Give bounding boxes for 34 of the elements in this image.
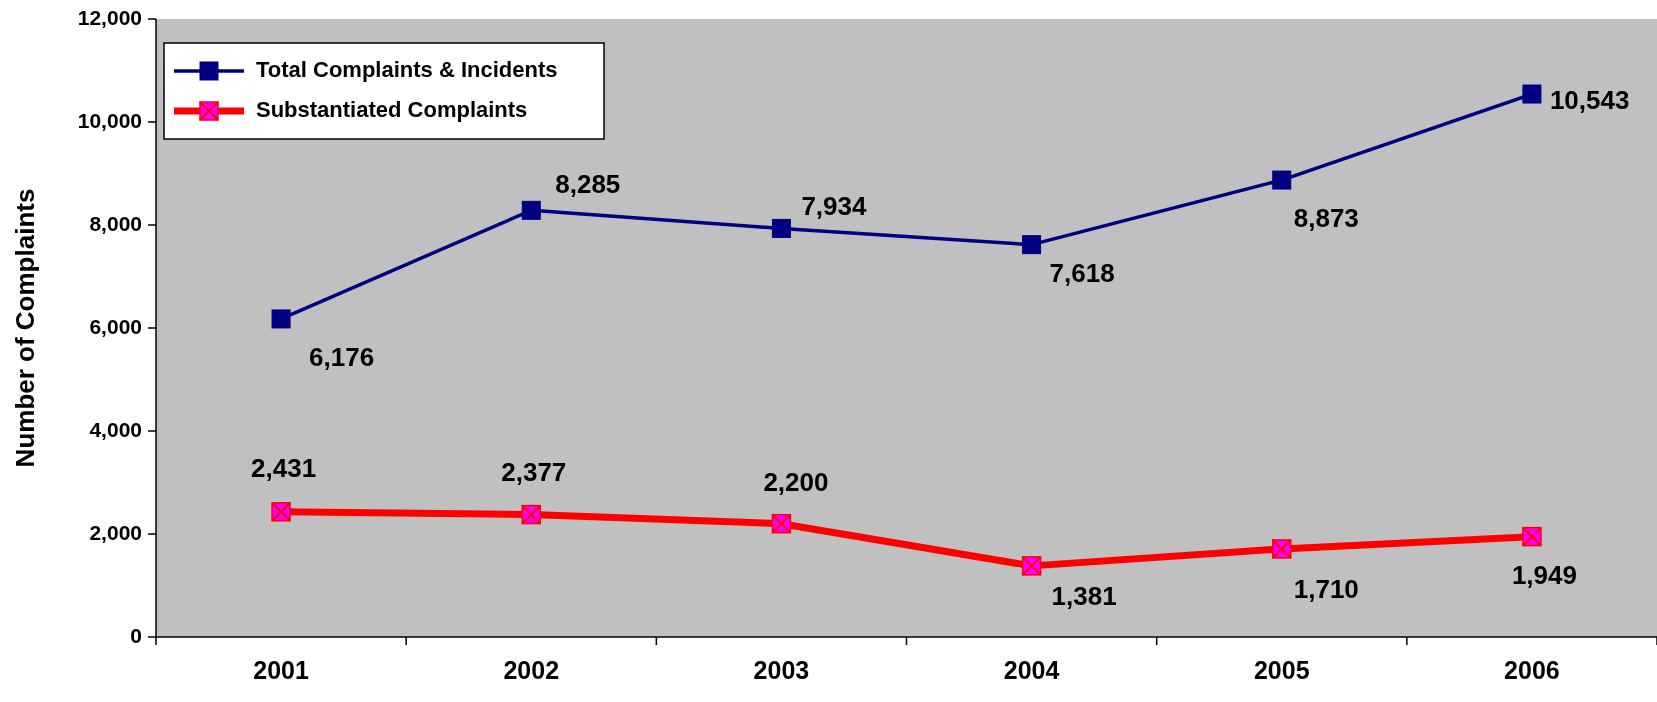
y-tick-label: 12,000 xyxy=(77,5,142,29)
x-tick-label: 2003 xyxy=(753,656,810,684)
data-label: 1,710 xyxy=(1293,573,1359,604)
data-label: 7,618 xyxy=(1049,257,1115,288)
point xyxy=(1522,84,1542,104)
data-label: 8,873 xyxy=(1293,202,1359,233)
point xyxy=(1272,170,1292,190)
data-label: 8,285 xyxy=(555,169,621,200)
x-tick-label: 2005 xyxy=(1253,656,1310,684)
y-tick-label: 4,000 xyxy=(89,417,142,441)
y-axis-title: Number of Complaints xyxy=(10,188,40,468)
data-label: 2,377 xyxy=(501,457,567,488)
y-tick-label: 0 xyxy=(130,623,142,647)
data-label: 2,431 xyxy=(251,452,317,483)
data-label: 2,200 xyxy=(763,466,829,497)
data-label: 1,381 xyxy=(1051,580,1117,611)
y-tick-label: 2,000 xyxy=(89,520,142,544)
y-tick-label: 8,000 xyxy=(89,211,142,235)
x-tick-label: 2004 xyxy=(1003,656,1060,684)
x-tick-label: 2002 xyxy=(503,656,560,684)
data-label: 10,543 xyxy=(1549,84,1630,115)
point xyxy=(521,200,541,220)
point xyxy=(271,309,291,329)
point xyxy=(1022,235,1042,255)
y-tick-label: 10,000 xyxy=(77,108,142,132)
data-label: 6,176 xyxy=(309,341,375,372)
y-tick-label: 6,000 xyxy=(89,314,142,338)
legend-label: Total Complaints & Incidents xyxy=(256,56,558,82)
point xyxy=(771,218,791,238)
data-label: 7,934 xyxy=(801,191,868,222)
legend-label: Substantiated Complaints xyxy=(256,96,528,122)
data-label: 1,949 xyxy=(1511,559,1577,590)
x-tick-label: 2006 xyxy=(1504,656,1560,684)
x-tick-label: 2001 xyxy=(253,656,309,684)
